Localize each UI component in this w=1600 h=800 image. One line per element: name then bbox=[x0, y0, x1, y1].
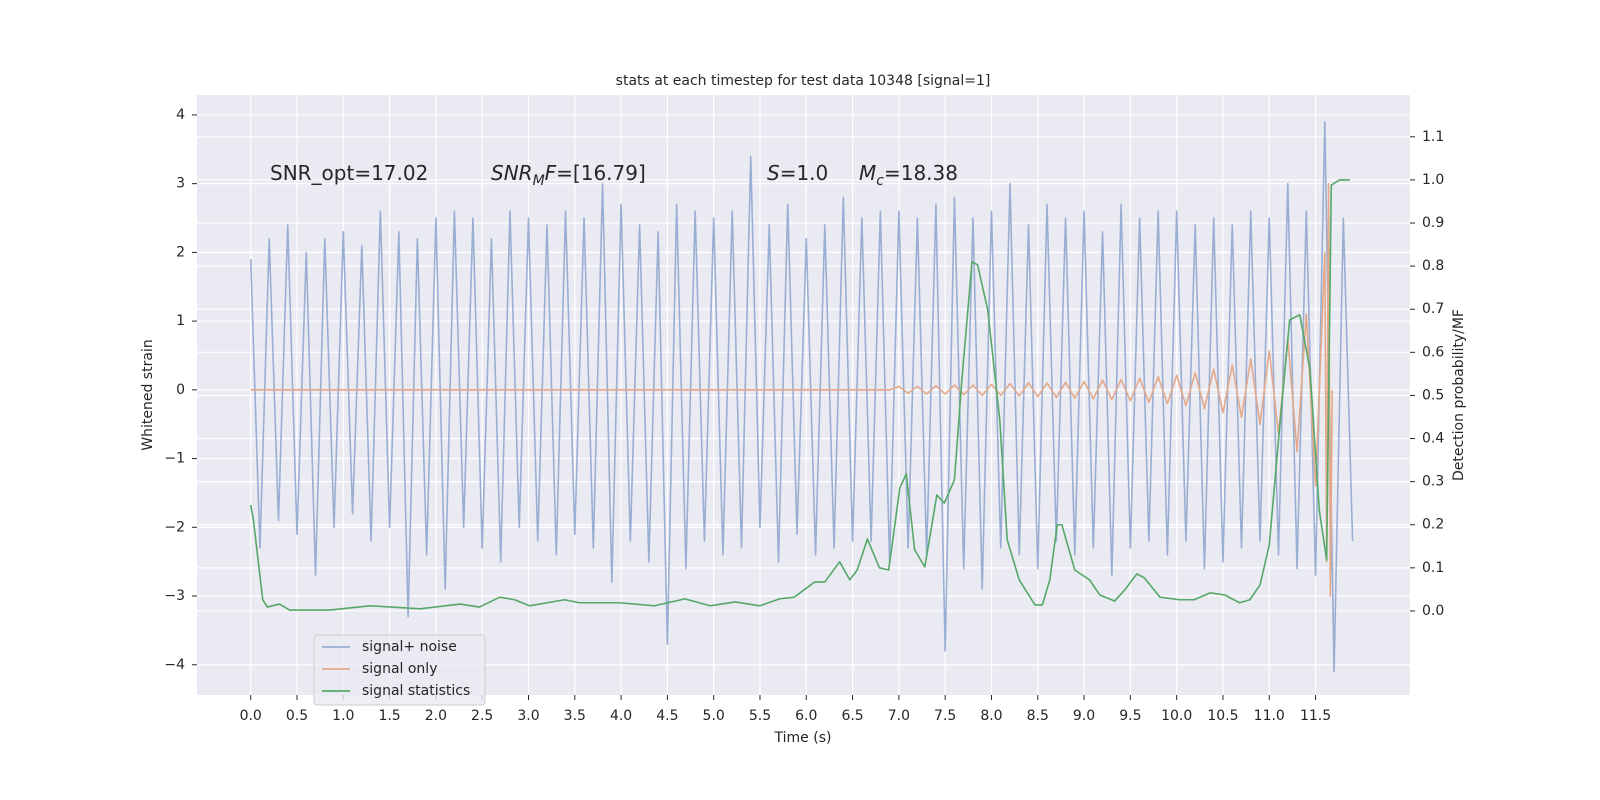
x-tick-label: 10.0 bbox=[1161, 708, 1192, 724]
annotation: SNR_opt=17.02 bbox=[270, 161, 428, 185]
x-tick-label: 3.0 bbox=[517, 708, 539, 724]
y2-tick-label: 0.2 bbox=[1422, 517, 1444, 533]
legend-label: signal+ noise bbox=[362, 639, 457, 655]
y-axis-label: Whitened strain bbox=[140, 339, 156, 450]
x-tick-label: 4.5 bbox=[656, 708, 678, 724]
x-tick-label: 1.0 bbox=[332, 708, 354, 724]
y-tick-label: −4 bbox=[164, 657, 185, 673]
legend-label: signal only bbox=[362, 661, 437, 677]
x-tick-label: 9.5 bbox=[1119, 708, 1141, 724]
annotation-part: F bbox=[545, 161, 557, 185]
y2-tick-label: 0.9 bbox=[1422, 215, 1444, 231]
y-tick-label: −1 bbox=[164, 451, 185, 467]
y2-axis-label: Detection probability/MF bbox=[1451, 309, 1467, 481]
x-tick-label: 8.5 bbox=[1027, 708, 1049, 724]
x-tick-label: 4.0 bbox=[610, 708, 632, 724]
annotation-part: SNR bbox=[491, 161, 533, 185]
y-tick-label: 1 bbox=[176, 313, 185, 329]
y-tick-label: 3 bbox=[176, 176, 185, 192]
chart-title: stats at each timestep for test data 103… bbox=[616, 73, 991, 89]
y2-tick-label: 0.7 bbox=[1422, 301, 1444, 317]
x-tick-label: 6.5 bbox=[841, 708, 863, 724]
x-tick-label: 10.5 bbox=[1207, 708, 1238, 724]
y2-tick-label: 0.3 bbox=[1422, 474, 1444, 490]
y-tick-label: 0 bbox=[176, 382, 185, 398]
x-tick-label: 7.0 bbox=[888, 708, 910, 724]
x-tick-label: 5.5 bbox=[749, 708, 771, 724]
y-tick-label: −3 bbox=[164, 588, 185, 604]
annotation: Mc=18.38 bbox=[859, 161, 958, 189]
x-tick-label: 5.0 bbox=[703, 708, 725, 724]
y2-tick-label: 0.0 bbox=[1422, 603, 1444, 619]
x-tick-label: 9.0 bbox=[1073, 708, 1095, 724]
y2-tick-label: 0.6 bbox=[1422, 344, 1444, 360]
x-tick-label: 7.5 bbox=[934, 708, 956, 724]
annotation-part: =18.38 bbox=[884, 161, 958, 185]
annotation: SNRMF=[16.79] bbox=[491, 161, 646, 189]
y2-tick-label: 0.5 bbox=[1422, 387, 1444, 403]
y-tick-label: 2 bbox=[176, 244, 185, 260]
x-tick-label: 11.0 bbox=[1254, 708, 1285, 724]
annotation-part: M bbox=[859, 161, 876, 185]
x-tick-label: 2.0 bbox=[425, 708, 447, 724]
x-tick-label: 2.5 bbox=[471, 708, 493, 724]
y2-tick-label: 0.8 bbox=[1422, 258, 1444, 274]
x-tick-label: 3.5 bbox=[564, 708, 586, 724]
series-line bbox=[249, 179, 1350, 611]
annotation-part: =[16.79] bbox=[556, 161, 646, 185]
y2-tick-label: 0.4 bbox=[1422, 431, 1444, 447]
annotation-part: S bbox=[767, 161, 780, 185]
y-tick-label: −2 bbox=[164, 519, 185, 535]
annotation-part: M bbox=[533, 173, 545, 189]
x-axis-label: Time (s) bbox=[774, 730, 832, 746]
annotation-part: =1.0 bbox=[780, 161, 829, 185]
y2-tick-label: 1.1 bbox=[1422, 129, 1444, 145]
x-tick-label: 11.5 bbox=[1300, 708, 1331, 724]
annotation-part: c bbox=[876, 173, 884, 189]
grid bbox=[197, 95, 1410, 695]
y-tick-label: 4 bbox=[176, 107, 185, 123]
legend-label: signal statistics bbox=[362, 683, 470, 699]
x-tick-label: 0.0 bbox=[240, 708, 262, 724]
y2-tick-label: 1.0 bbox=[1422, 172, 1444, 188]
annotation: S=1.0 bbox=[767, 161, 828, 185]
x-tick-label: 8.0 bbox=[980, 708, 1002, 724]
x-tick-label: 0.5 bbox=[286, 708, 308, 724]
y2-tick-label: 0.1 bbox=[1422, 560, 1444, 576]
series-line bbox=[249, 121, 1354, 673]
x-tick-label: 1.5 bbox=[378, 708, 400, 724]
legend-box bbox=[313, 634, 486, 706]
x-tick-label: 6.0 bbox=[795, 708, 817, 724]
